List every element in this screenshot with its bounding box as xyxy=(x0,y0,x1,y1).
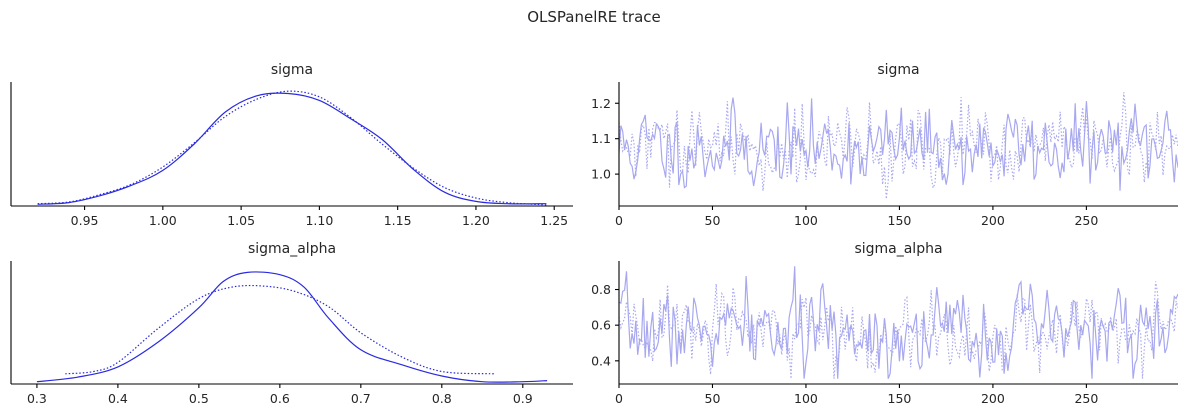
x-tick-label: 50 xyxy=(705,391,721,406)
x-tick-label: 1.25 xyxy=(540,213,568,228)
series-line-chain-1 xyxy=(619,92,1178,199)
x-tick-label: 0 xyxy=(615,213,623,228)
panel-title: sigma_alpha xyxy=(854,241,942,257)
series-group xyxy=(37,90,547,206)
panel-title: sigma xyxy=(271,62,313,78)
y-tick-label: 1.0 xyxy=(591,167,611,182)
x-tick-label: 0.8 xyxy=(432,391,452,406)
x-tick-label: 1.10 xyxy=(305,213,333,228)
series-line-chain-1 xyxy=(37,90,547,206)
x-tick-label: 1.05 xyxy=(227,213,255,228)
x-tick-label: 200 xyxy=(981,213,1005,228)
x-tick-label: 200 xyxy=(981,391,1005,406)
x-tick-label: 0.9 xyxy=(513,391,533,406)
series-line-chain-0 xyxy=(36,271,548,383)
panel-title: sigma xyxy=(877,62,919,78)
x-tick-label: 150 xyxy=(888,213,912,228)
x-tick-label: 150 xyxy=(888,391,912,406)
series-line-chain-0 xyxy=(619,266,1178,379)
series-group xyxy=(619,92,1178,199)
panel-title: sigma_alpha xyxy=(248,241,336,257)
x-tick-label: 0.6 xyxy=(270,391,290,406)
x-tick-label: 1.15 xyxy=(384,213,412,228)
series-line-chain-0 xyxy=(37,92,547,205)
y-tick-label: 0.8 xyxy=(591,282,611,297)
series-group xyxy=(619,266,1178,379)
x-tick-label: 100 xyxy=(794,213,818,228)
series-line-chain-0 xyxy=(619,97,1178,191)
x-tick-label: 1.20 xyxy=(462,213,490,228)
series-group xyxy=(36,271,548,383)
y-tick-label: 0.4 xyxy=(591,353,611,368)
panel-trace-sigma: sigma 0 50 100 150 200 250 1.0 1.1 1.2 xyxy=(591,62,1178,228)
series-line-chain-1 xyxy=(65,284,495,375)
x-tick-label: 0.95 xyxy=(71,213,99,228)
x-tick-label: 50 xyxy=(705,213,721,228)
figure-title: OLSPanelRE trace xyxy=(527,8,661,26)
x-tick-label: 0.7 xyxy=(351,391,371,406)
y-tick-label: 1.2 xyxy=(591,96,611,111)
x-tick-label: 250 xyxy=(1074,213,1098,228)
x-tick-label: 100 xyxy=(794,391,818,406)
x-tick-label: 0.4 xyxy=(108,391,128,406)
x-tick-label: 0.3 xyxy=(27,391,47,406)
series-line-chain-1 xyxy=(619,281,1178,379)
x-tick-label: 250 xyxy=(1074,391,1098,406)
x-tick-label: 0 xyxy=(615,391,623,406)
x-tick-label: 0.5 xyxy=(189,391,209,406)
y-tick-label: 1.1 xyxy=(591,131,611,146)
panel-kde-sigma-alpha: sigma_alpha 0.3 0.4 0.5 0.6 0.7 0.8 0.9 xyxy=(10,241,573,406)
panel-trace-sigma-alpha: sigma_alpha 0 50 100 150 200 250 0.4 0.6 0.8 xyxy=(591,241,1178,406)
panel-kde-sigma: sigma 0.95 1.00 1.05 1.10 1.15 1.20 1.25 xyxy=(10,62,573,228)
x-tick-label: 1.00 xyxy=(149,213,177,228)
y-tick-label: 0.6 xyxy=(591,318,611,333)
